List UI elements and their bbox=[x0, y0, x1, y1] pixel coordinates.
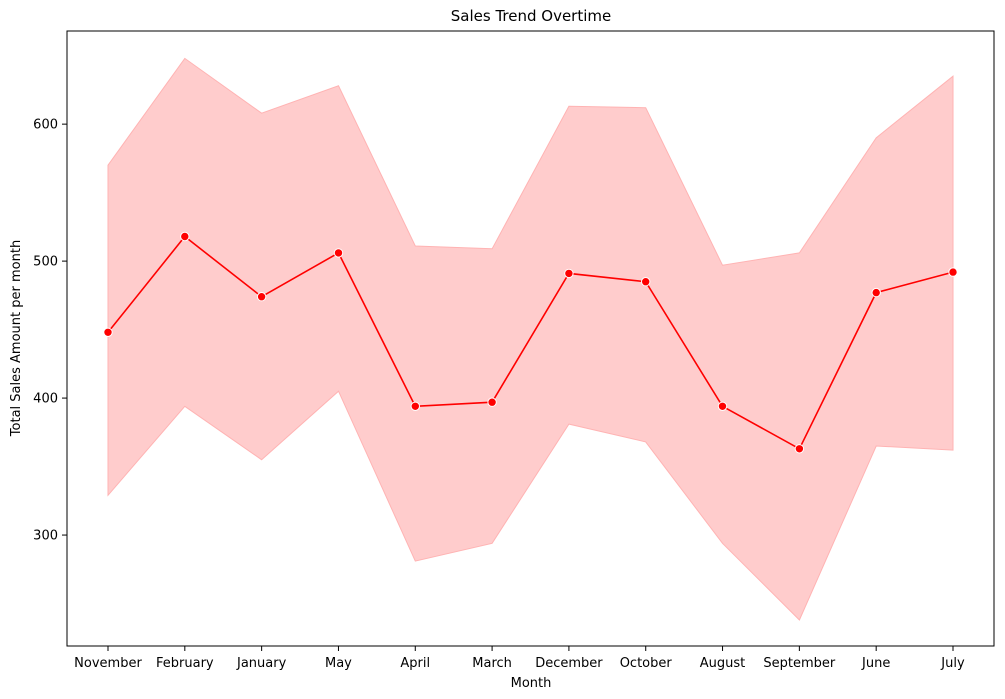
x-tick-label: February bbox=[156, 656, 214, 671]
x-tick-label: July bbox=[940, 656, 965, 671]
chart-title: Sales Trend Overtime bbox=[451, 7, 611, 25]
data-point-september bbox=[794, 444, 805, 454]
plot-area bbox=[103, 57, 958, 621]
x-tick-label: September bbox=[763, 656, 836, 671]
data-point-december bbox=[564, 268, 574, 279]
x-tick-label: May bbox=[325, 656, 352, 671]
x-tick-label: January bbox=[236, 656, 287, 671]
y-tick-label: 600 bbox=[33, 118, 58, 133]
y-tick-label: 300 bbox=[33, 529, 58, 544]
y-axis-title: Total Sales Amount per month bbox=[9, 240, 24, 437]
y-axis: 300 400 500 600 bbox=[33, 118, 67, 544]
data-point-july bbox=[948, 267, 958, 277]
x-tick-label: November bbox=[74, 656, 142, 671]
data-point-april bbox=[410, 401, 420, 411]
data-point-august bbox=[717, 401, 728, 411]
data-point-february bbox=[180, 231, 190, 242]
x-axis: November February January May April March Dece… bbox=[74, 646, 965, 671]
x-axis-title: Month bbox=[511, 676, 552, 691]
data-point-march bbox=[487, 397, 497, 407]
data-point-june bbox=[871, 287, 881, 298]
x-tick-label: June bbox=[861, 656, 890, 671]
x-tick-label: August bbox=[700, 656, 746, 671]
y-tick-label: 400 bbox=[33, 392, 58, 407]
x-tick-label: March bbox=[472, 656, 512, 671]
y-tick-label: 500 bbox=[33, 255, 58, 270]
data-point-november bbox=[103, 327, 113, 337]
data-point-january bbox=[256, 292, 267, 302]
plot-frame bbox=[66, 30, 995, 647]
data-point-may bbox=[333, 248, 344, 258]
series-line bbox=[107, 235, 954, 450]
x-tick-label: December bbox=[535, 656, 603, 671]
x-tick-label: October bbox=[620, 656, 673, 671]
data-point-october bbox=[641, 277, 651, 287]
x-tick-label: April bbox=[400, 656, 430, 671]
